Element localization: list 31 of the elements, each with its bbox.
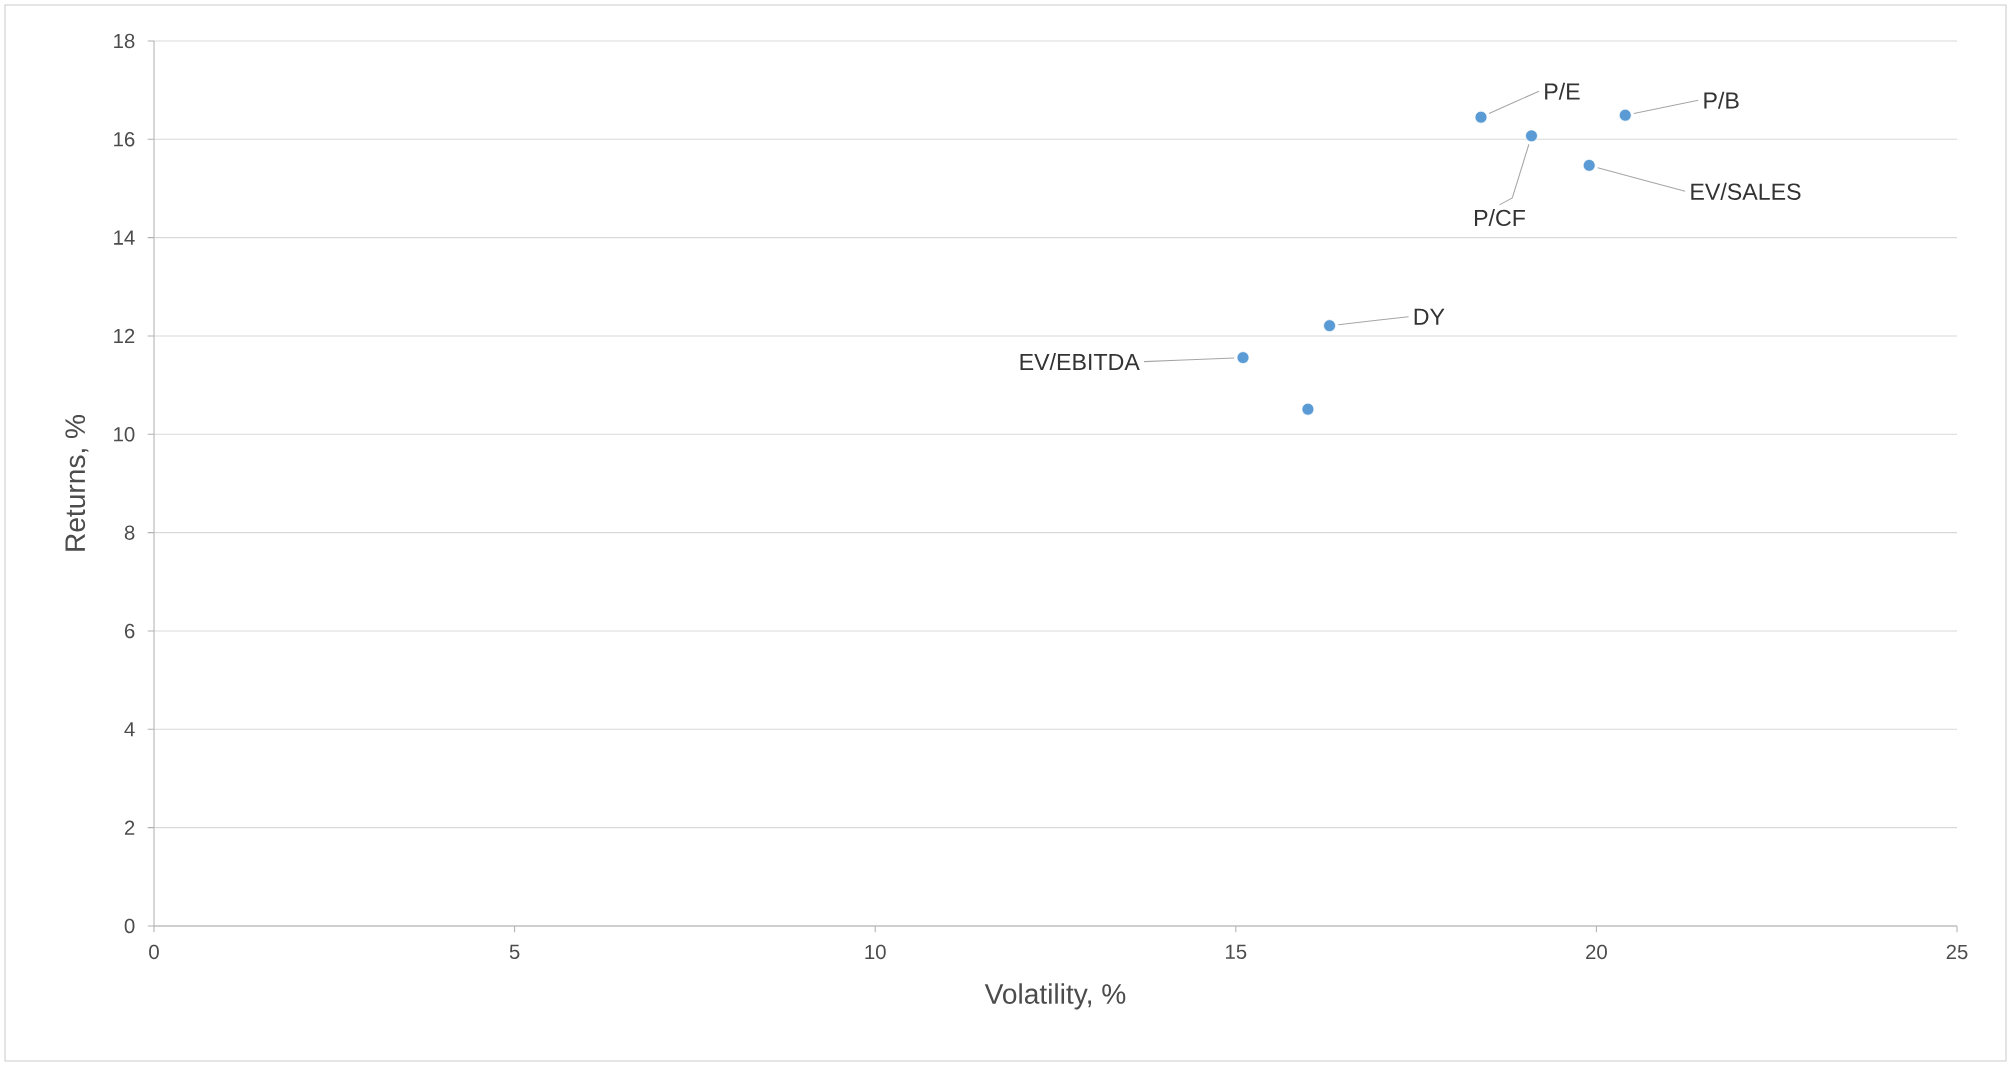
- x-tick-label: 5: [509, 944, 520, 959]
- y-tick-label: 0: [124, 918, 135, 934]
- point: [1525, 129, 1538, 143]
- point: [1618, 108, 1632, 122]
- annotation: P/B: [1704, 91, 1739, 109]
- annotation: DY: [1414, 308, 1445, 325]
- x-tick-label: 10: [865, 944, 886, 960]
- x-tick-label: 20: [1586, 944, 1607, 960]
- y-axis-title: Returns, %: [65, 415, 89, 551]
- annotation: EV/SALES: [1691, 182, 1801, 200]
- point: [1474, 110, 1488, 124]
- y-tick-label: 18: [114, 33, 135, 49]
- y-tick-label: 6: [124, 623, 135, 639]
- point: [1582, 159, 1596, 172]
- point: [1301, 402, 1315, 416]
- point: [1323, 319, 1336, 332]
- annotation: EV/EBITDA: [1020, 353, 1140, 371]
- annotation: P/E: [1545, 82, 1580, 100]
- annotation: P/CF: [1475, 209, 1525, 227]
- y-tick-label: 8: [124, 525, 135, 540]
- x-tick-label: 15: [1226, 944, 1247, 959]
- y-tick-label: 10: [114, 427, 135, 442]
- y-tick-label: 16: [114, 132, 135, 147]
- x-tick-label: 25: [1946, 944, 1968, 960]
- y-tick-label: 2: [124, 820, 135, 835]
- x-axis-title: Volatility, %: [984, 983, 1126, 1010]
- x-tick-label: 0: [149, 944, 159, 960]
- y-tick-label: 4: [124, 722, 135, 737]
- y-tick-label: 14: [114, 230, 135, 245]
- point: [1236, 351, 1250, 364]
- y-tick-label: 12: [114, 328, 135, 344]
